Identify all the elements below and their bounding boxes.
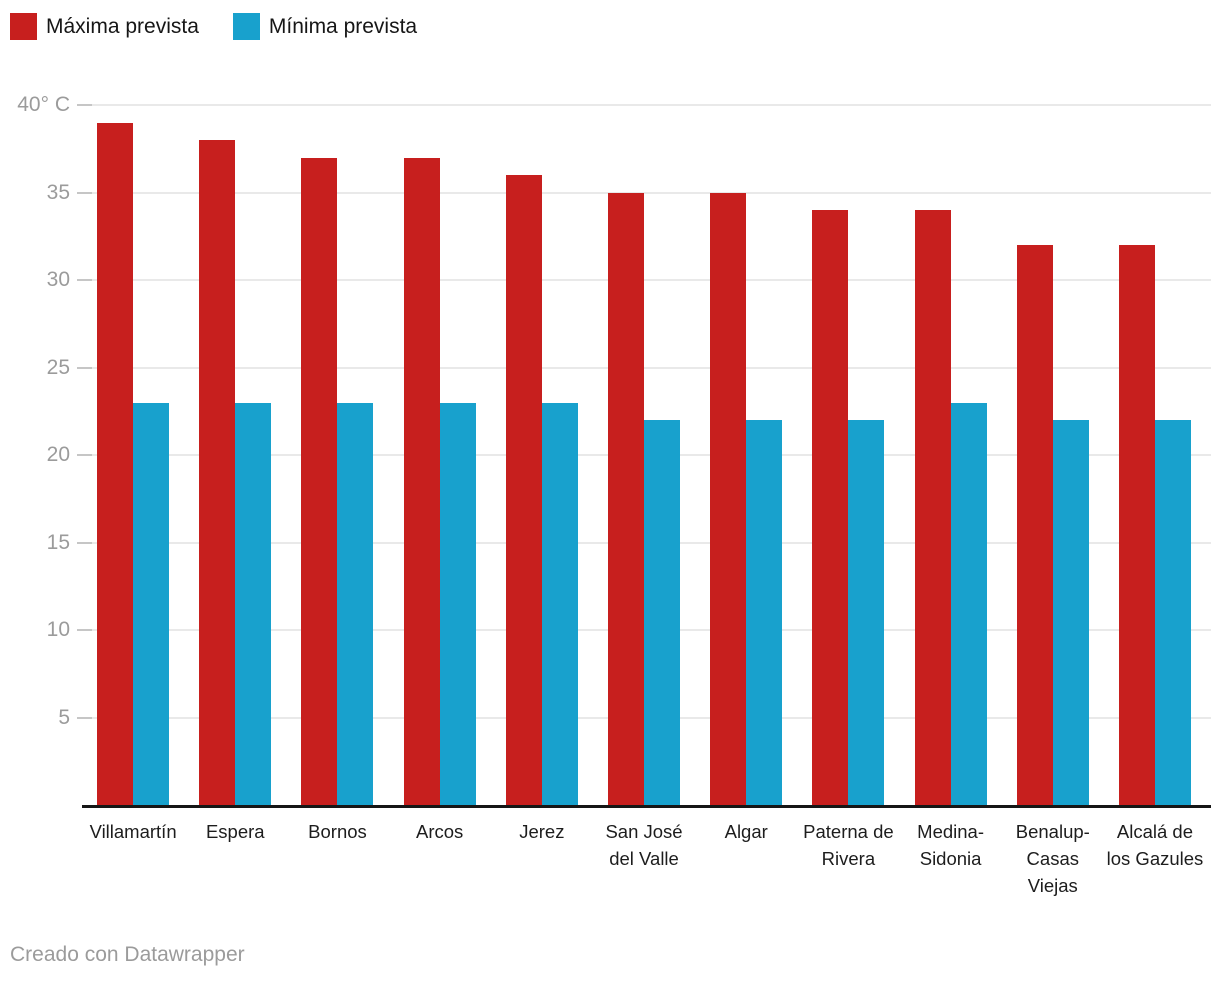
- legend-item-minima: Mínima prevista: [232, 13, 418, 40]
- y-tick-label-35: 35: [46, 180, 70, 204]
- bar-group-4: [491, 105, 593, 805]
- gridline-40: [77, 104, 1211, 106]
- y-tick-label-25: 25: [46, 355, 70, 379]
- y-tick-20: [77, 454, 92, 456]
- bar-min-3[interactable]: [439, 402, 476, 805]
- legend-label-minima: Mínima prevista: [268, 14, 418, 38]
- x-label-4: Jerez: [519, 821, 565, 842]
- bar-group-5: [593, 105, 695, 805]
- bar-min-5[interactable]: [644, 420, 681, 805]
- bar-max-6[interactable]: [710, 192, 747, 805]
- x-label-3: Arcos: [416, 821, 464, 842]
- bar-max-8[interactable]: [914, 210, 951, 805]
- x-label-9: Benalup-Casas Viejas: [1015, 821, 1090, 896]
- bar-group-10: [1104, 105, 1206, 805]
- y-tick-label-5: 5: [58, 705, 70, 729]
- bar-group-7: [797, 105, 899, 805]
- legend-swatch-maxima: [10, 13, 37, 40]
- y-tick-10: [77, 629, 92, 631]
- plot-area: 40° C 35 30 25 20 15 10 5: [0, 93, 1220, 805]
- bar-min-2[interactable]: [337, 402, 374, 805]
- bar-max-7[interactable]: [812, 210, 849, 805]
- y-tick-label-15: 15: [46, 530, 70, 554]
- legend: Máxima prevista Mínima prevista: [10, 13, 417, 40]
- y-tick-label-30: 30: [46, 268, 70, 291]
- bar-min-9[interactable]: [1052, 420, 1089, 805]
- x-label-8: Medina-Sidonia: [917, 821, 985, 869]
- x-label-7: Paterna de Rivera: [803, 821, 894, 869]
- datawrapper-credit[interactable]: Creado con Datawrapper: [10, 943, 245, 966]
- x-label-2: Bornos: [308, 821, 367, 842]
- bar-group-3: [389, 105, 491, 805]
- y-tick-label-40: 40° C: [17, 93, 70, 116]
- y-tick-30: [77, 279, 92, 281]
- y-tick-label-10: 10: [46, 618, 70, 641]
- x-axis-labels: Villamartín Espera Bornos Arcos Jerez San Jos…: [82, 818, 1206, 899]
- x-label-5: San José del Valle: [605, 821, 683, 869]
- legend-swatch-minima: [232, 13, 260, 40]
- x-axis-baseline: [82, 805, 1211, 808]
- bar-max-2[interactable]: [301, 157, 338, 805]
- bar-max-10[interactable]: [1118, 245, 1155, 805]
- bar-min-8[interactable]: [950, 402, 987, 805]
- legend-label-maxima: Máxima prevista: [46, 14, 199, 38]
- y-tick-5: [77, 716, 92, 719]
- bar-max-3[interactable]: [403, 157, 440, 805]
- bar-min-10[interactable]: [1154, 420, 1191, 805]
- bar-group-1: [184, 105, 286, 805]
- bar-min-6[interactable]: [746, 420, 783, 805]
- bar-group-6: [695, 105, 797, 805]
- y-tick-40: [77, 104, 92, 106]
- x-label-6: Algar: [724, 821, 768, 842]
- bar-max-0[interactable]: [97, 122, 134, 805]
- bar-min-0[interactable]: [133, 402, 170, 805]
- y-tick-25: [77, 366, 92, 369]
- bar-max-9[interactable]: [1016, 245, 1053, 805]
- y-tick-label-20: 20: [46, 443, 70, 466]
- bar-min-1[interactable]: [235, 402, 272, 805]
- bar-group-9: [1002, 105, 1104, 805]
- y-tick-15: [77, 541, 92, 544]
- x-label-1: Espera: [205, 821, 265, 842]
- bar-max-5[interactable]: [608, 192, 645, 805]
- bar-max-1[interactable]: [199, 140, 236, 805]
- bar-group-2: [286, 105, 388, 805]
- x-label-10: Alcalá de los Gazules: [1106, 821, 1204, 869]
- bar-group-8: [900, 105, 1002, 805]
- y-tick-35: [77, 191, 92, 194]
- legend-item-maxima: Máxima prevista: [10, 13, 199, 40]
- bars-plot: [82, 105, 1206, 805]
- bar-max-4[interactable]: [505, 175, 542, 805]
- bar-min-7[interactable]: [848, 420, 885, 805]
- bar-min-4[interactable]: [541, 402, 578, 805]
- x-label-0: Villamartín: [89, 821, 177, 842]
- bar-group-0: [82, 105, 184, 805]
